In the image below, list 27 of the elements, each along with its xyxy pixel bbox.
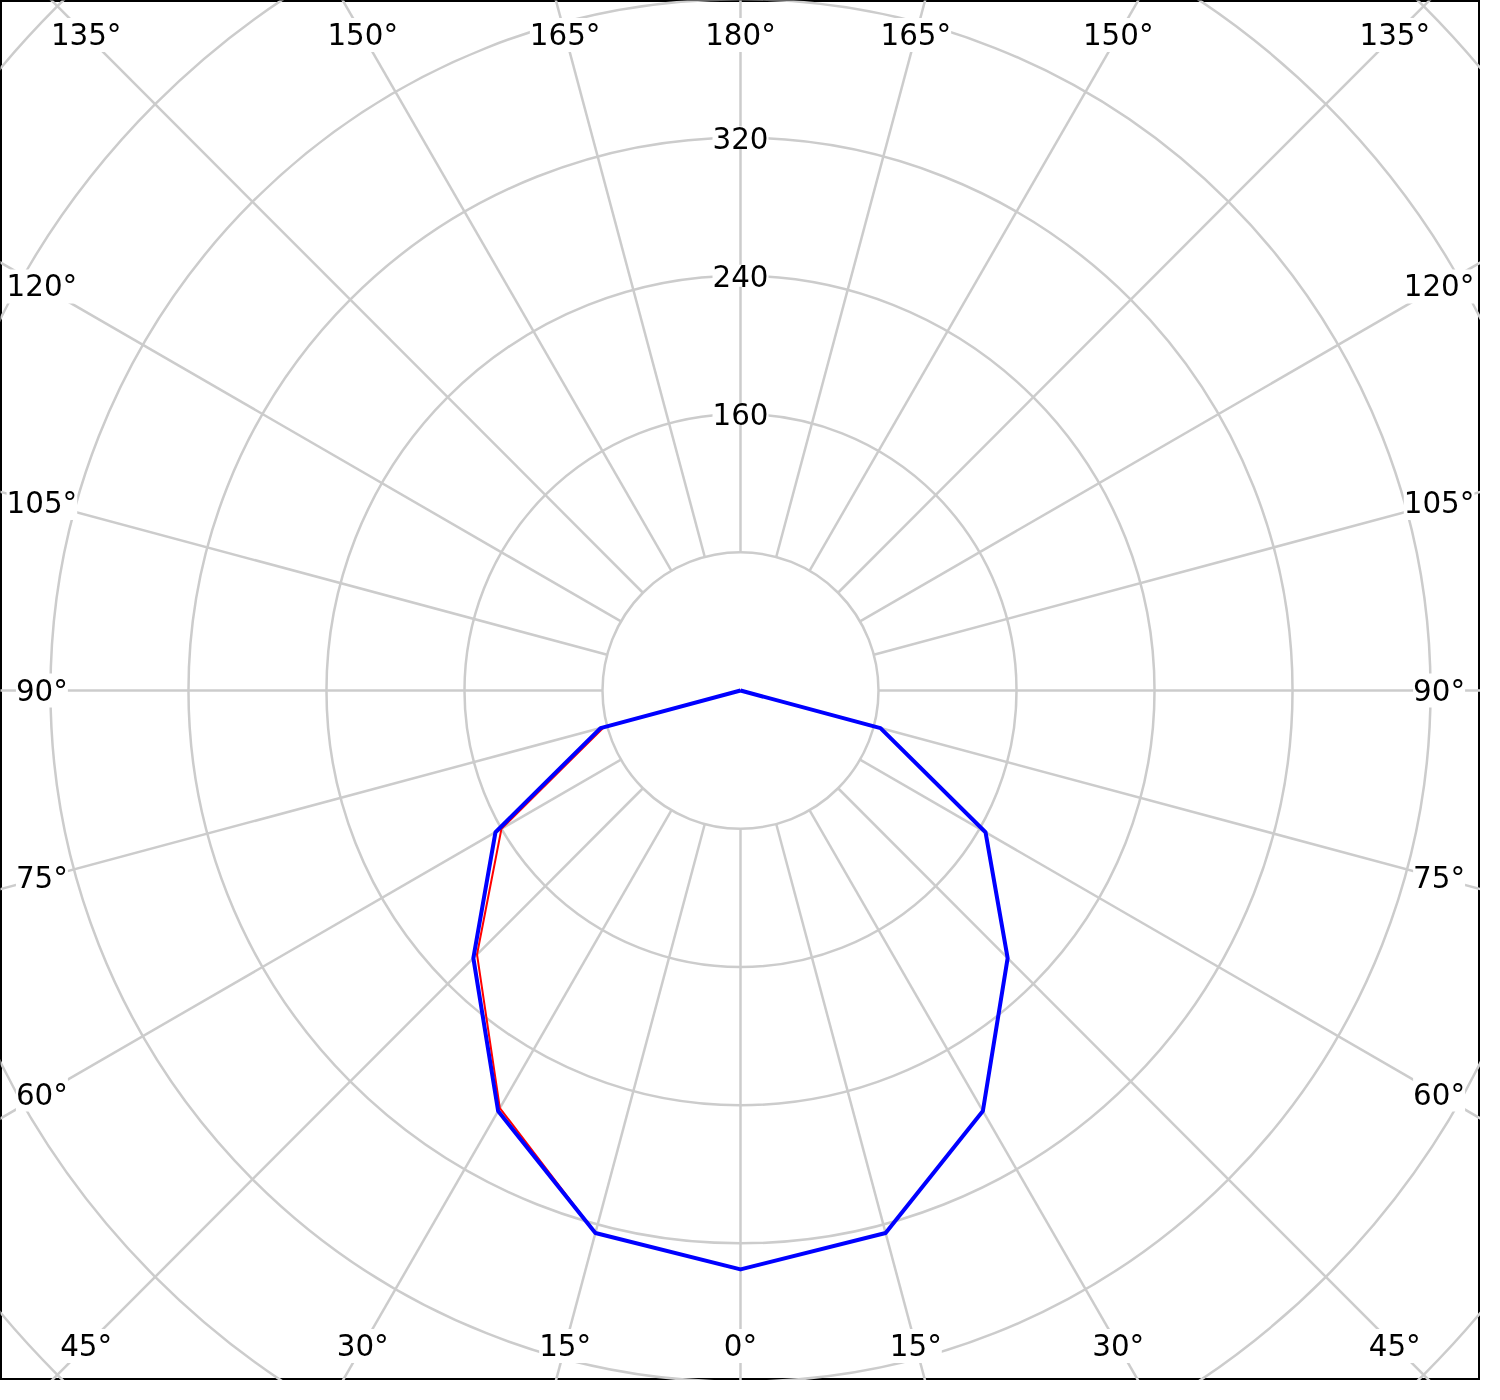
spoke-label: 90° (1413, 673, 1466, 708)
y-tick-label: 320 (712, 121, 769, 156)
spoke-label: 105° (1403, 485, 1475, 520)
y-tick-label: 160 (712, 398, 769, 432)
spoke-label: 120° (6, 269, 78, 304)
spoke-label: 60° (1413, 1077, 1466, 1112)
spoke-label: 180° (705, 18, 776, 53)
spoke-label: 15° (889, 1328, 942, 1363)
spoke-label: 105° (6, 485, 78, 520)
spoke-label: 60° (15, 1077, 68, 1112)
spoke-label: 45° (60, 1328, 113, 1363)
spoke-label: 150° (1082, 18, 1154, 53)
spoke-label: 120° (1403, 269, 1475, 304)
spoke-label: 75° (1413, 861, 1466, 896)
spoke-label: 30° (1092, 1328, 1145, 1363)
spoke-label: 90° (15, 673, 68, 708)
spoke-label: 150° (327, 18, 399, 53)
spoke-label: 45° (1368, 1328, 1421, 1363)
spoke-label: 165° (880, 18, 952, 53)
spoke-label: 165° (529, 18, 601, 53)
spoke-label: 30° (336, 1328, 389, 1363)
spoke-label: 135° (50, 18, 122, 53)
spoke-label: 135° (1359, 18, 1431, 53)
y-tick-label: 240 (712, 259, 769, 294)
spoke-label: 15° (539, 1328, 592, 1363)
spoke-label: 75° (15, 861, 68, 896)
spoke-label: 0° (723, 1328, 758, 1363)
